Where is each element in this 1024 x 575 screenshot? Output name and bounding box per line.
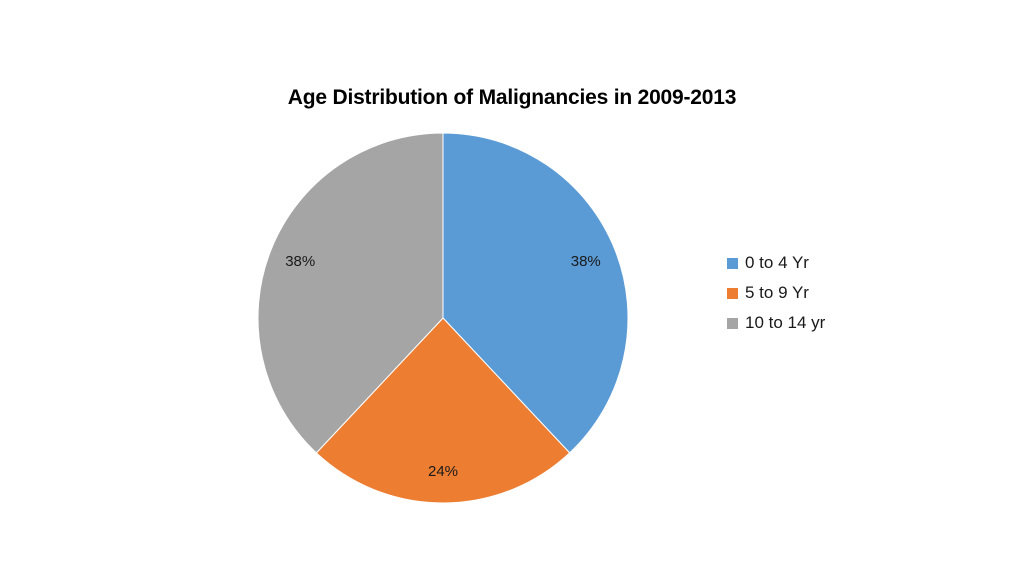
chart-legend: 0 to 4 Yr 5 to 9 Yr 10 to 14 yr [727,248,825,338]
data-label-5-to-9-yr: 24% [428,463,458,480]
legend-swatch-0-to-4-yr [727,257,738,269]
legend-label-5-to-9-yr: 5 to 9 Yr [745,283,809,302]
legend-swatch-5-to-9-yr [727,287,738,299]
pie-slice-0-to-4-yr [442,132,629,454]
pie-slices [257,132,629,504]
pie-data-labels: 38% 24% 38% [285,253,601,480]
pie-slice-10-to-14-yr [257,132,444,454]
legend-item-5-to-9-yr: 5 to 9 Yr [727,278,825,308]
legend-swatch-10-to-14-yr [727,317,738,329]
legend-label-0-to-4-yr: 0 to 4 Yr [745,253,809,272]
legend-item-10-to-14-yr: 10 to 14 yr [727,308,825,338]
pie-slice-5-to-9-yr [315,317,571,504]
data-label-10-to-14-yr: 38% [285,253,315,270]
legend-label-10-to-14-yr: 10 to 14 yr [745,313,826,332]
chart-title: Age Distribution of Malignancies in 2009… [287,86,737,109]
data-label-0-to-4-yr: 38% [571,253,601,270]
legend-item-0-to-4-yr: 0 to 4 Yr [727,248,825,278]
